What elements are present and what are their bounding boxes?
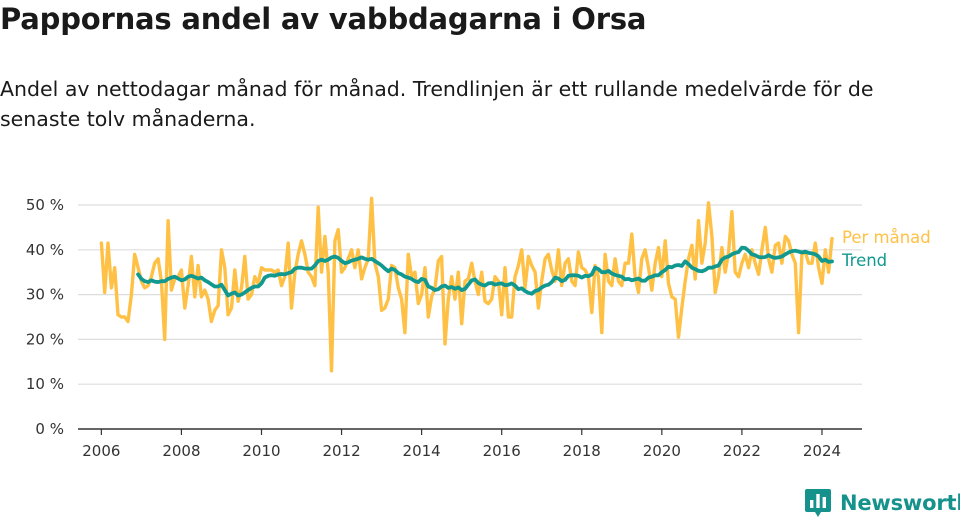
y-tick-label: 0 % [35,420,64,438]
x-axis: 2006 2008 2010 2012 2014 2016 2018 2020 2022 2024 [78,428,862,460]
series-line-per-manad [99,196,834,373]
y-tick-label: 20 % [26,330,64,348]
x-tick-label: 2022 [723,442,761,460]
series-line-trend [136,245,834,298]
bar-chart-badge-icon [805,489,831,517]
x-tick-label: 2024 [803,442,841,460]
brand-name: Newsworthy [840,491,960,515]
legend: Per månad Trend [841,228,931,270]
x-tick-label: 2018 [563,442,601,460]
chart-title: Pappornas andel av vabbdagarna i Orsa [0,2,647,36]
y-tick-label: 40 % [26,241,64,259]
y-axis: 0 % 10 % 20 % 30 % 40 % 50 % [26,196,64,438]
series-lines [99,196,834,373]
x-tick-label: 2020 [643,442,681,460]
x-tick-label: 2010 [242,442,280,460]
gridlines [78,204,862,385]
x-tick-label: 2014 [403,442,441,460]
legend-label-per-manad: Per månad [842,228,931,247]
x-tick-label: 2012 [322,442,360,460]
y-tick-label: 50 % [26,196,64,214]
x-tick-label: 2008 [162,442,200,460]
x-tick-label: 2006 [82,442,120,460]
brand-footer: Newsworthy [804,488,960,518]
chart-subtitle: Andel av nettodagar månad för månad. Tre… [0,77,874,131]
x-tick-label: 2016 [483,442,521,460]
y-tick-label: 10 % [26,375,64,393]
legend-label-trend: Trend [841,251,887,270]
y-tick-label: 30 % [26,286,64,304]
